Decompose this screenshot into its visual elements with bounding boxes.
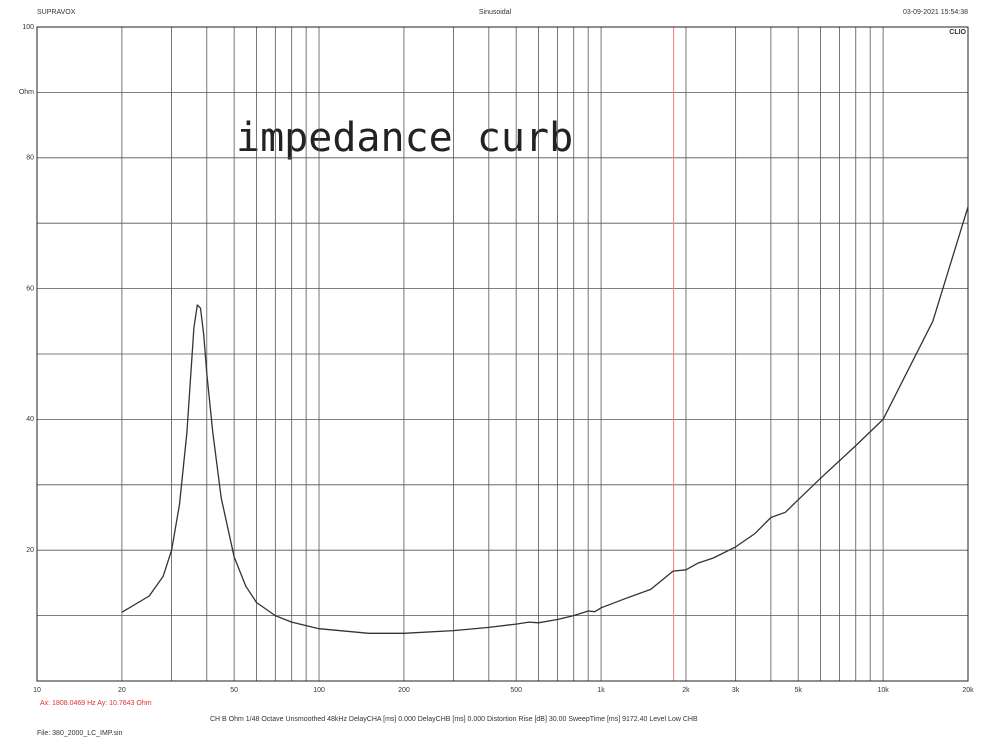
y-tick-label: 40 <box>26 416 34 423</box>
y-tick-label: 100 <box>22 24 34 31</box>
x-tick-label: 200 <box>398 687 410 694</box>
impedance-line <box>121 206 969 634</box>
y-tick-label: 80 <box>26 155 34 162</box>
header-right: 03-09-2021 15:54:38 <box>903 9 968 16</box>
x-tick-label: 10 <box>33 687 41 694</box>
x-tick-label: 20 <box>118 687 126 694</box>
logo: CLIO <box>949 29 966 36</box>
x-tick-label: 10k <box>877 687 889 694</box>
file-line: File: 380_2000_LC_IMP.sin <box>37 730 123 737</box>
annotation: impedance curb <box>236 115 573 161</box>
y-tick-label: 20 <box>26 547 34 554</box>
header-center: Sinusoidal <box>479 9 512 16</box>
x-tick-label: 500 <box>510 687 522 694</box>
header-left: SUPRAVOX <box>37 9 76 16</box>
y-tick-label: 60 <box>26 285 34 292</box>
settings-line: CH B Ohm 1/48 Octave Unsmoothed 48kHz De… <box>210 716 698 723</box>
x-tick-label: 20k <box>962 687 974 694</box>
x-tick-label: 3k <box>732 687 740 694</box>
cursor-readout: Ax: 1808.0469 Hz Ay: 10.7643 Ohm <box>40 700 152 707</box>
x-tick-label: 50 <box>230 687 238 694</box>
plot-frame <box>36 26 969 682</box>
x-tick-label: 100 <box>313 687 325 694</box>
x-tick-label: 5k <box>794 687 802 694</box>
y-tick-label: Ohm <box>19 89 34 96</box>
x-tick-label: 1k <box>597 687 605 694</box>
x-tick-label: 2k <box>682 687 690 694</box>
